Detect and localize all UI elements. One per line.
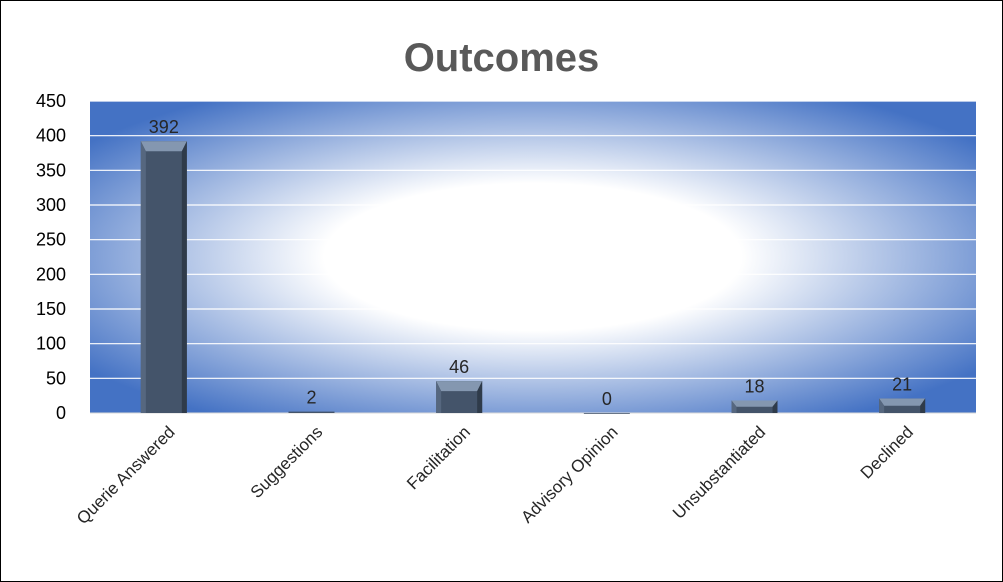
gridlines [90,100,976,414]
category-label: Advisory Opinion [517,422,621,526]
y-tick-label: 0 [56,403,66,423]
bar-bevel-left [879,398,885,413]
bar-face [288,411,335,413]
plot-area [90,101,976,413]
bar-bevel-top [731,400,778,407]
category-labels: Querie Answered Suggestions Facilitation Ad… [73,422,917,528]
data-label: 21 [892,374,912,394]
y-tick-label: 150 [36,299,66,319]
y-tick-label: 450 [36,91,66,111]
bar-bevel-top [879,398,926,406]
data-label: 392 [149,117,179,137]
category-label: Unsubstantiated [669,422,769,522]
y-tick-label: 400 [36,126,66,146]
data-label: 18 [744,377,764,397]
data-label: 0 [602,389,612,409]
category-label: Suggestions [247,422,327,502]
data-labels: 392 2 46 0 18 21 [149,117,912,409]
bar-bevel-side [477,381,483,413]
category-label: Querie Answered [73,422,179,528]
y-tick-label: 300 [36,195,66,215]
bar [436,381,483,413]
y-tick-label: 350 [36,160,66,180]
y-tick-label: 50 [46,368,66,388]
bar-bevel-top [436,381,483,392]
bar-bevel-left [436,381,442,413]
category-label: Declined [857,422,917,482]
category-label: Facilitation [403,422,474,493]
y-tick-label: 250 [36,230,66,250]
bar-bevel-side [920,398,926,413]
data-label: 46 [449,357,469,377]
bar [879,398,926,413]
bar [583,413,630,414]
data-label: 2 [306,388,316,408]
y-tick-label: 100 [36,334,66,354]
bars [140,141,926,414]
y-tick-label: 200 [36,264,66,284]
bar-bevel-top [140,141,187,152]
bar [288,411,335,413]
bar-bevel-side [772,400,778,413]
bar [731,400,778,413]
bar-bevel-left [140,141,146,414]
bar-face [140,141,187,414]
chart-title: Outcomes [403,36,600,80]
bar-bevel-left [731,400,737,413]
y-axis-ticks: 0 50 100 150 200 250 300 350 400 450 [36,91,66,423]
bar-bevel-side [181,141,187,414]
bar [140,141,187,414]
bar-face [583,413,630,414]
